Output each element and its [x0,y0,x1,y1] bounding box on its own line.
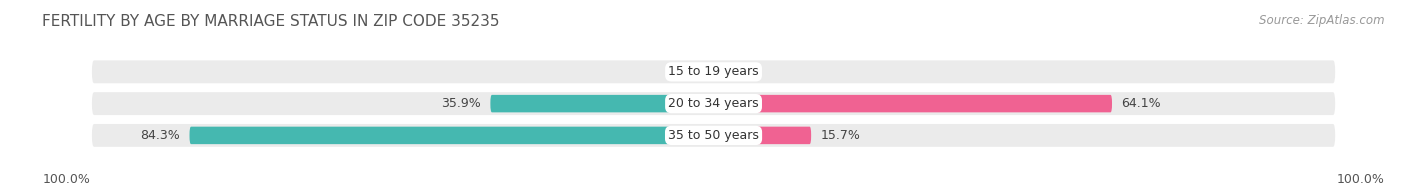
FancyBboxPatch shape [713,95,1112,112]
Text: 15 to 19 years: 15 to 19 years [668,65,759,78]
FancyBboxPatch shape [91,60,1336,83]
FancyBboxPatch shape [91,124,1336,147]
FancyBboxPatch shape [190,127,713,144]
Text: 15.7%: 15.7% [821,129,860,142]
Text: 0.0%: 0.0% [723,65,755,78]
Text: Source: ZipAtlas.com: Source: ZipAtlas.com [1260,14,1385,27]
Text: 35.9%: 35.9% [441,97,481,110]
FancyBboxPatch shape [491,95,713,112]
Text: 100.0%: 100.0% [1337,173,1385,186]
Text: 20 to 34 years: 20 to 34 years [668,97,759,110]
Text: 84.3%: 84.3% [141,129,180,142]
Text: 35 to 50 years: 35 to 50 years [668,129,759,142]
Text: 64.1%: 64.1% [1122,97,1161,110]
FancyBboxPatch shape [91,92,1336,115]
Text: 100.0%: 100.0% [42,173,90,186]
FancyBboxPatch shape [713,127,811,144]
Text: 0.0%: 0.0% [672,65,704,78]
Text: FERTILITY BY AGE BY MARRIAGE STATUS IN ZIP CODE 35235: FERTILITY BY AGE BY MARRIAGE STATUS IN Z… [42,14,499,29]
